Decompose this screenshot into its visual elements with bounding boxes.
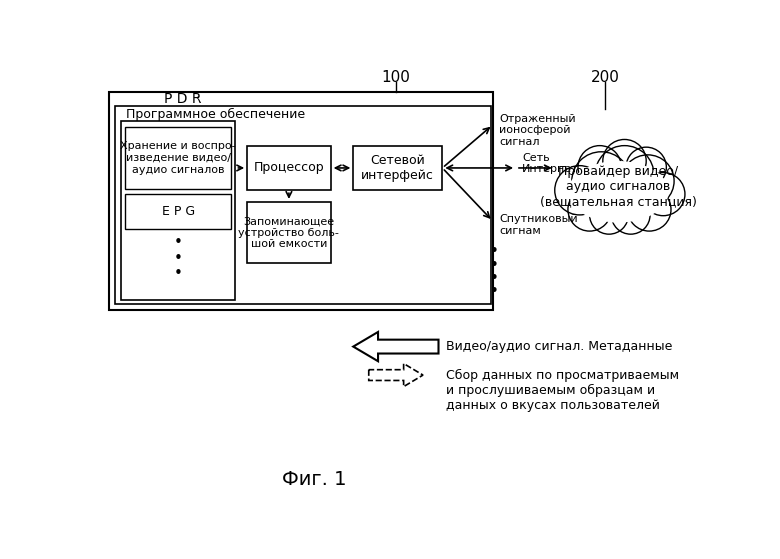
FancyBboxPatch shape: [126, 127, 231, 189]
Text: •: •: [490, 258, 498, 273]
Circle shape: [595, 146, 654, 204]
FancyBboxPatch shape: [115, 106, 491, 304]
Circle shape: [612, 196, 650, 234]
Circle shape: [572, 152, 631, 210]
Text: Процессор: Процессор: [254, 162, 324, 174]
Text: •: •: [174, 266, 183, 281]
Text: Сеть
Интернет: Сеть Интернет: [522, 153, 579, 174]
Text: 100: 100: [381, 70, 410, 86]
Circle shape: [622, 155, 674, 207]
Text: P D R: P D R: [164, 92, 201, 106]
Text: •: •: [490, 244, 498, 259]
FancyBboxPatch shape: [247, 202, 331, 263]
Text: Хранение и воспро-
изведение видео/
аудио сигналов: Хранение и воспро- изведение видео/ ауди…: [120, 141, 236, 174]
Text: Отраженный
ионосферой
сигнал: Отраженный ионосферой сигнал: [499, 113, 576, 147]
FancyBboxPatch shape: [353, 146, 442, 190]
Circle shape: [555, 165, 604, 215]
Circle shape: [628, 188, 671, 231]
FancyBboxPatch shape: [109, 92, 493, 310]
Text: •: •: [490, 271, 498, 286]
Circle shape: [603, 139, 646, 183]
Circle shape: [641, 173, 685, 216]
Circle shape: [568, 188, 612, 231]
Text: •: •: [174, 235, 183, 250]
Text: Сбор данных по просматриваемым
и прослушиваемым образцам и
данных о вкусах польз: Сбор данных по просматриваемым и прослуш…: [446, 369, 679, 412]
Text: Провайдер видео/
аудио сигналов
(вещательная станция): Провайдер видео/ аудио сигналов (вещател…: [540, 165, 697, 208]
Polygon shape: [369, 363, 423, 387]
Text: Программное обеспечение: Программное обеспечение: [126, 108, 305, 121]
Circle shape: [626, 147, 666, 187]
Text: Фиг. 1: Фиг. 1: [282, 470, 347, 489]
FancyBboxPatch shape: [121, 121, 236, 300]
FancyBboxPatch shape: [247, 146, 331, 190]
Circle shape: [590, 196, 629, 234]
Text: Запоминающее
устройство боль-
шой емкости: Запоминающее устройство боль- шой емкост…: [239, 216, 339, 249]
Text: Спутниковый
сигнам: Спутниковый сигнам: [499, 214, 577, 236]
FancyBboxPatch shape: [126, 194, 231, 229]
Text: E P G: E P G: [161, 205, 195, 217]
Ellipse shape: [568, 161, 668, 222]
Polygon shape: [353, 332, 438, 361]
Text: Сетевой
интерфейс: Сетевой интерфейс: [361, 154, 434, 182]
Text: 200: 200: [590, 70, 619, 86]
Text: Видео/аудио сигнал. Метаданные: Видео/аудио сигнал. Метаданные: [446, 340, 672, 353]
Text: •: •: [174, 250, 183, 266]
Circle shape: [578, 146, 622, 189]
Text: •: •: [490, 285, 498, 300]
